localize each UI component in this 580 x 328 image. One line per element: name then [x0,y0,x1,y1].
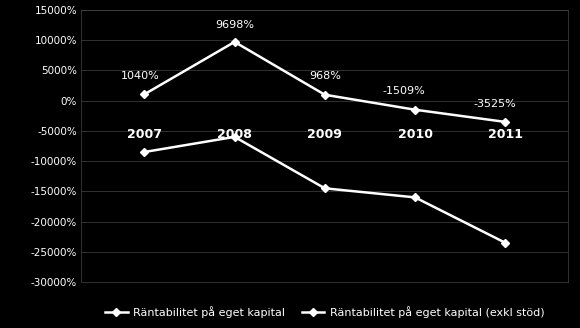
Line: Räntabilitet på eget kapital: Räntabilitet på eget kapital [142,39,508,125]
Text: 9698%: 9698% [215,20,254,30]
Räntabilitet på eget kapital (exkl stöd) [321,186,328,190]
Text: -3525%: -3525% [473,99,516,109]
Räntabilitet på eget kapital (exkl stöd) [412,195,419,199]
Text: 1040%: 1040% [121,71,160,81]
Text: -1509%: -1509% [383,86,426,96]
Text: 2009: 2009 [307,128,342,141]
Line: Räntabilitet på eget kapital (exkl stöd): Räntabilitet på eget kapital (exkl stöd) [142,134,508,246]
Legend: Räntabilitet på eget kapital, Räntabilitet på eget kapital (exkl stöd): Räntabilitet på eget kapital, Räntabilit… [101,301,549,322]
Text: 968%: 968% [309,72,340,81]
Räntabilitet på eget kapital (exkl stöd) [231,135,238,139]
Räntabilitet på eget kapital [141,92,148,96]
Text: 2007: 2007 [127,128,162,141]
Räntabilitet på eget kapital [321,93,328,97]
Text: 2011: 2011 [488,128,523,141]
Räntabilitet på eget kapital (exkl stöd) [141,150,148,154]
Text: 2010: 2010 [397,128,433,141]
Räntabilitet på eget kapital [231,40,238,44]
Räntabilitet på eget kapital [502,120,509,124]
Räntabilitet på eget kapital (exkl stöd) [502,241,509,245]
Räntabilitet på eget kapital [412,108,419,112]
Text: 2008: 2008 [217,128,252,141]
